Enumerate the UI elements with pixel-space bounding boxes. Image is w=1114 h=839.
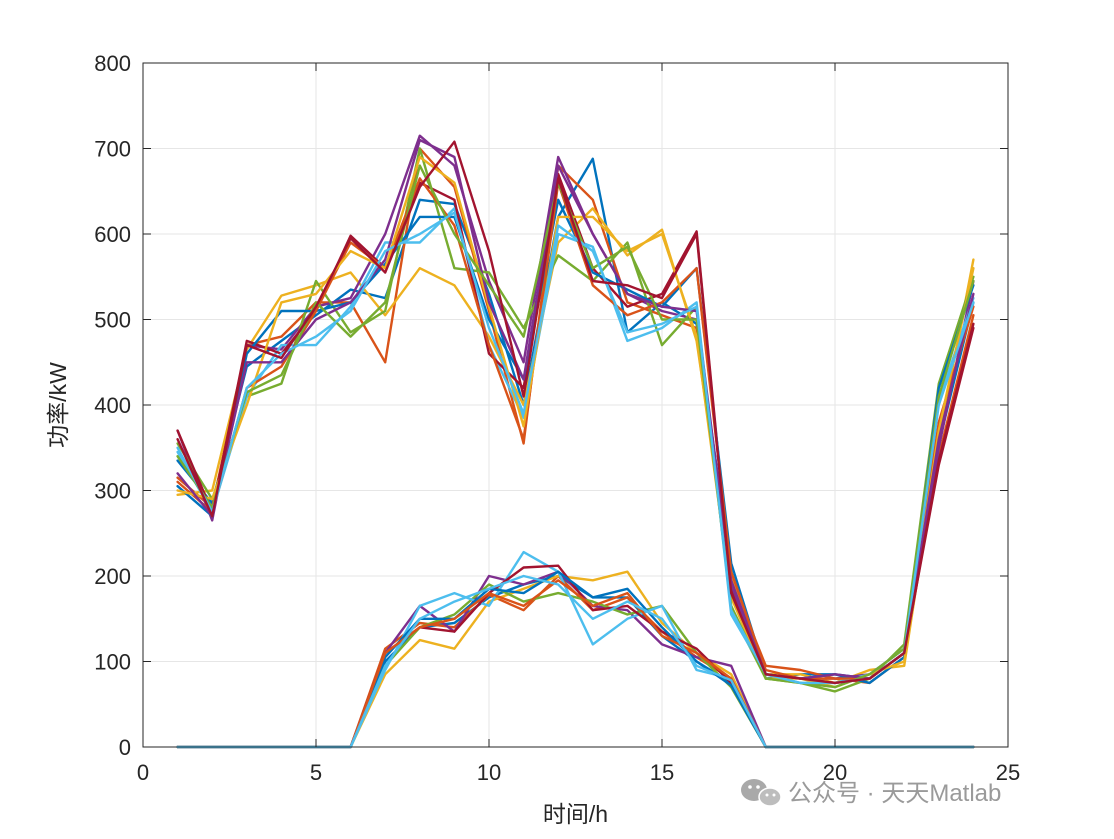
x-tick-label: 15 [650,760,674,785]
x-tick-label: 0 [137,760,149,785]
x-tick-label: 20 [823,760,847,785]
y-tick-label: 200 [94,564,131,589]
watermark: 公众号 · 天天Matlab [741,779,1001,807]
series-line-5 [176,147,975,693]
series-line-14 [176,140,975,685]
x-axis-label: 时间/h [543,801,608,827]
y-tick-label: 100 [94,650,131,675]
x-tick-label: 5 [310,760,322,785]
y-axis-label: 功率/kW [45,362,71,448]
y-tick-label: 300 [94,479,131,504]
wechat-icon [741,779,782,807]
x-tick-label: 25 [996,760,1020,785]
x-tick-label: 10 [477,760,501,785]
y-tick-label: 600 [94,222,131,247]
y-tick-label: 700 [94,137,131,162]
watermark-text: 公众号 · 天天Matlab [788,780,1001,807]
y-tick-label: 400 [94,393,131,418]
series-line-9 [176,177,975,680]
axis-ticks: 0 5 10 15 20 25 0 100 200 300 400 500 600 700 800 [94,51,1020,785]
y-tick-label: 0 [119,735,131,760]
series-line-11 [176,138,975,680]
y-tick-label: 500 [94,308,131,333]
y-tick-label: 800 [94,51,131,76]
